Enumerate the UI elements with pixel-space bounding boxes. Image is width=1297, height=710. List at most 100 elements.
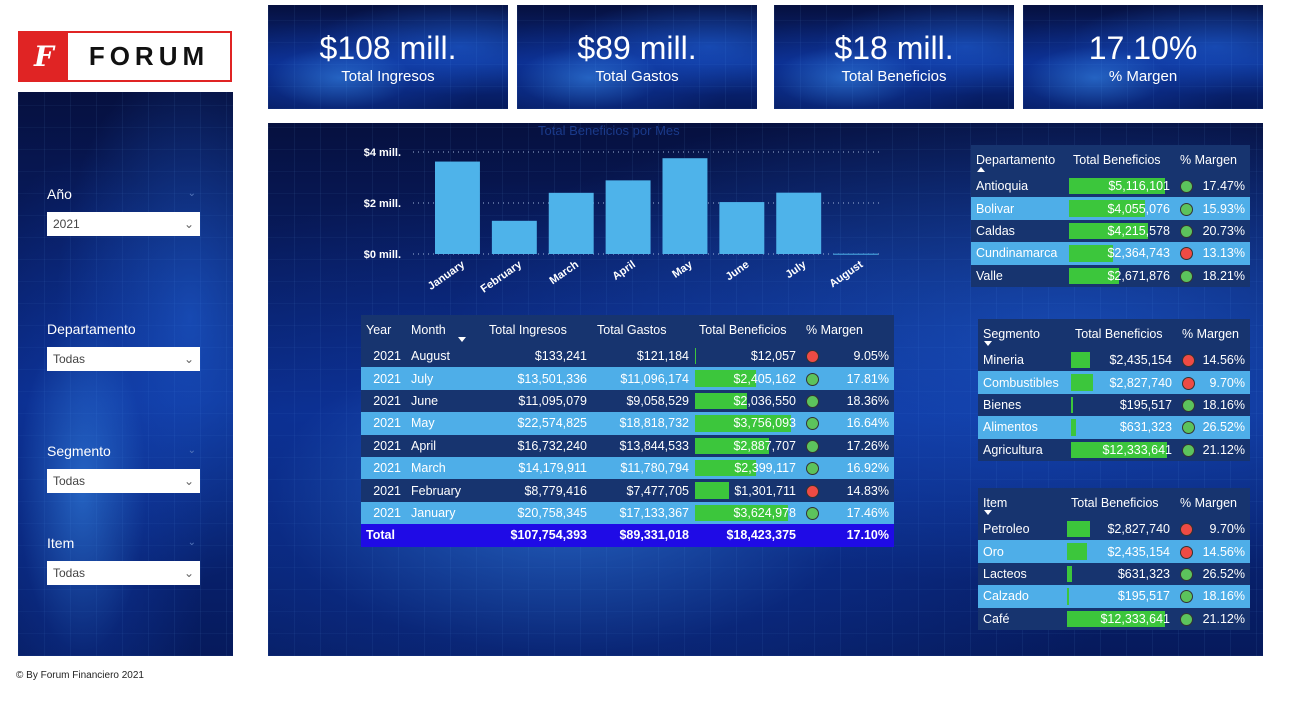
cell-beneficios: $2,827,740 (1070, 371, 1177, 394)
beneficios-data-bar (1069, 267, 1119, 284)
x-tick-label: May (670, 258, 695, 281)
table-row[interactable]: Bienes $195,517 18.16% (978, 393, 1250, 417)
chart-title: Total Beneficios por Mes (538, 123, 680, 138)
chart-bar-august[interactable] (833, 253, 879, 255)
cell-month: April (406, 434, 484, 457)
kpi-total-ingresos: $108 mill. Total Ingresos (268, 5, 508, 109)
chart-bar-july[interactable] (776, 192, 822, 254)
col-header-beneficios[interactable]: Total Beneficios (1070, 319, 1177, 349)
cell-margen: 15.93% (1175, 197, 1250, 220)
table-row[interactable]: 2021 March $14,179,911 $11,780,794 $2,399,11… (361, 456, 894, 480)
item-dropdown[interactable]: Todas ⌄ (47, 561, 200, 585)
col-header-margen[interactable]: % Margen (1177, 319, 1250, 349)
col-header-year[interactable]: Year (361, 315, 406, 345)
slicer-segmento-label: Segmento (47, 443, 111, 459)
beneficios-data-bar (695, 459, 757, 477)
chart-bar-may[interactable] (662, 158, 708, 254)
cell-year: 2021 (361, 479, 406, 502)
segmento-dropdown-value: Todas (53, 474, 86, 488)
col-header-departamento[interactable]: Departamento (971, 145, 1068, 175)
table-row[interactable]: Valle $2,671,876 18.21% (971, 264, 1250, 287)
chevron-down-icon[interactable]: ⌄ (187, 537, 196, 548)
col-header-margen[interactable]: % Margen (1175, 488, 1250, 518)
beneficios-value: $12,333,641 (1100, 611, 1170, 626)
col-header-beneficios[interactable]: Total Beneficios (694, 315, 801, 345)
table-row[interactable]: Alimentos $631,323 26.52% (978, 416, 1250, 439)
table-row[interactable]: 2021 May $22,574,825 $18,818,732 $3,756,093 1… (361, 412, 894, 435)
col-header-beneficios[interactable]: Total Beneficios (1066, 488, 1175, 518)
col-header-margen[interactable]: % Margen (1175, 145, 1250, 175)
cell-beneficios: $4,055,076 (1068, 197, 1175, 220)
table-row[interactable]: 2021 July $13,501,336 $11,096,174 $2,405,162… (361, 367, 894, 390)
chart-bar-june[interactable] (719, 202, 765, 254)
chevron-down-icon: ⌄ (183, 217, 194, 231)
col-header-beneficios[interactable]: Total Beneficios (1068, 145, 1175, 175)
beneficios-data-bar (1067, 610, 1165, 627)
cell-month: May (406, 412, 484, 435)
status-green-dot-icon (806, 372, 819, 386)
beneficios-data-bar (1071, 419, 1076, 436)
col-header-item[interactable]: Item (978, 488, 1066, 518)
table-row[interactable]: Cundinamarca $2,364,743 13.13% (971, 242, 1250, 265)
col-header-month[interactable]: Month (406, 315, 484, 345)
chart-bar-february[interactable] (491, 220, 537, 254)
chart-bar-april[interactable] (605, 180, 651, 254)
table-row[interactable]: Antioquia $5,116,101 17.47% (971, 175, 1250, 198)
table-row[interactable]: Mineria $2,435,154 14.56% (978, 349, 1250, 372)
table-row[interactable]: Bolivar $4,055,076 15.93% (971, 197, 1250, 220)
table-row[interactable]: 2021 August $133,241 $121,184 $12,057 9.05% (361, 345, 894, 368)
table-row[interactable]: Oro $2,435,154 14.56% (978, 540, 1250, 563)
col-header-margen[interactable]: % Margen (801, 315, 894, 345)
cell-margen: 16.92% (801, 456, 894, 480)
beneficios-data-bar (1069, 245, 1114, 262)
total-beneficios: $18,423,375 (694, 524, 801, 547)
col-header-gastos[interactable]: Total Gastos (592, 315, 694, 345)
cell-name: Calzado (978, 585, 1066, 608)
cell-name: Combustibles (978, 371, 1070, 394)
beneficios-data-bar (1067, 588, 1069, 605)
status-green-dot-icon (806, 462, 819, 476)
beneficios-data-bar (1071, 396, 1073, 414)
table-row[interactable]: Agricultura $12,333,641 21.12% (978, 438, 1250, 461)
kpi-margen: 17.10% % Margen (1023, 5, 1263, 109)
table-row[interactable]: Petroleo $2,827,740 9.70% (978, 518, 1250, 541)
slicer-item-label: Item (47, 535, 75, 551)
table-row[interactable]: 2021 February $8,779,416 $7,477,705 $1,301,7… (361, 479, 894, 502)
year-dropdown[interactable]: 2021 ⌄ (47, 212, 200, 236)
col-header-ingresos[interactable]: Total Ingresos (484, 315, 592, 345)
cell-beneficios: $1,301,711 (694, 479, 801, 502)
cell-beneficios: $12,333,641 (1066, 607, 1175, 630)
slicer-departamento: Departamento Todas ⌄ (47, 321, 200, 371)
cell-name: Bienes (978, 393, 1070, 417)
filter-sidebar: Año ⌄ 2021 ⌄ Departamento Todas ⌄ Segmento ⌄… (18, 92, 233, 656)
table-row[interactable]: Café $12,333,641 21.12% (978, 607, 1250, 630)
margen-value: 9.70% (1209, 522, 1245, 537)
cell-year: 2021 (361, 389, 406, 413)
departamento-dropdown[interactable]: Todas ⌄ (47, 347, 200, 371)
cell-year: 2021 (361, 501, 406, 525)
cell-margen: 14.83% (801, 479, 894, 502)
cell-month: January (406, 501, 484, 525)
chevron-down-icon[interactable]: ⌄ (187, 445, 196, 456)
table-row[interactable]: Lacteos $631,323 26.52% (978, 562, 1250, 586)
segmento-dropdown[interactable]: Todas ⌄ (47, 469, 200, 493)
cell-ingresos: $11,095,079 (484, 389, 592, 413)
x-tick-label: July (784, 258, 810, 281)
x-tick-label: June (724, 259, 752, 284)
table-row[interactable]: 2021 June $11,095,079 $9,058,529 $2,036,550 1… (361, 389, 894, 413)
cell-margen: 21.12% (1175, 607, 1250, 630)
table-row[interactable]: Combustibles $2,827,740 9.70% (978, 371, 1250, 394)
status-red-dot-icon (1180, 247, 1193, 261)
status-green-dot-icon (1180, 224, 1193, 238)
col-header-segmento-label: Segmento (983, 327, 1040, 341)
beneficios-value: $4,055,076 (1107, 201, 1170, 216)
table-row[interactable]: 2021 April $16,732,240 $13,844,533 $2,887,70… (361, 434, 894, 457)
table-row[interactable]: 2021 January $20,758,345 $17,133,367 $3,624,… (361, 501, 894, 525)
sort-desc-icon (458, 337, 466, 342)
chart-bar-january[interactable] (435, 161, 480, 254)
table-row[interactable]: Caldas $4,215,578 20.73% (971, 219, 1250, 243)
chevron-down-icon[interactable]: ⌄ (187, 188, 196, 199)
table-row[interactable]: Calzado $195,517 18.16% (978, 585, 1250, 608)
col-header-segmento[interactable]: Segmento (978, 319, 1070, 349)
chart-bar-march[interactable] (548, 192, 594, 254)
